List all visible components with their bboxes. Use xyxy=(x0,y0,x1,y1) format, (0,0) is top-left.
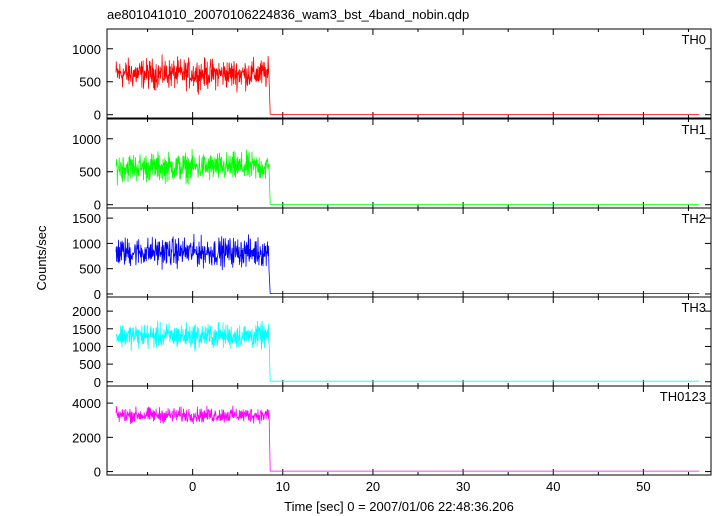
panel-label-th2: TH2 xyxy=(681,211,706,226)
x-tick-label: 0 xyxy=(189,479,196,494)
y-tick-label: 0 xyxy=(94,465,101,480)
y-tick-label: 2000 xyxy=(72,430,101,445)
y-tick-label: 0 xyxy=(94,287,101,302)
y-tick-label: 1000 xyxy=(72,339,101,354)
y-tick-label: 500 xyxy=(79,262,101,277)
panel-label-th1: TH1 xyxy=(681,122,706,137)
series-line-th3 xyxy=(115,320,700,382)
y-tick-label: 1000 xyxy=(72,236,101,251)
y-tick-label: 1500 xyxy=(72,211,101,226)
series-line-th0123 xyxy=(115,405,700,472)
x-tick-label: 50 xyxy=(636,479,650,494)
panel-label-th0: TH0 xyxy=(681,32,706,47)
y-tick-label: 500 xyxy=(79,75,101,90)
panel-frame-th0123 xyxy=(106,385,712,476)
x-tick-label: 10 xyxy=(276,479,290,494)
y-tick-label: 1000 xyxy=(72,132,101,147)
y-axis-label: Counts/sec xyxy=(34,225,49,291)
y-tick-label: 500 xyxy=(79,165,101,180)
x-axis-label: Time [sec] 0 = 2007/01/06 22:48:36.206 xyxy=(284,499,514,514)
series-line-th0 xyxy=(115,54,700,115)
panel-frame-th2 xyxy=(106,207,712,298)
x-tick-label: 40 xyxy=(546,479,560,494)
y-tick-label: 0 xyxy=(94,108,101,123)
y-tick-label: 2000 xyxy=(72,304,101,319)
panel-label-th3: TH3 xyxy=(681,300,706,315)
y-tick-label: 500 xyxy=(79,357,101,372)
x-tick-label: 30 xyxy=(456,479,470,494)
y-tick-label: 1500 xyxy=(72,322,101,337)
series-line-th1 xyxy=(115,148,700,205)
y-tick-label: 0 xyxy=(94,375,101,390)
chart-title: ae801041010_20070106224836_wam3_bst_4ban… xyxy=(107,7,469,22)
series-line-th2 xyxy=(115,233,700,294)
x-tick-label: 20 xyxy=(366,479,380,494)
panel-frame-th0 xyxy=(106,28,712,119)
y-tick-label: 4000 xyxy=(72,396,101,411)
panel-label-th0123: TH0123 xyxy=(660,389,706,404)
panel-frame-th3 xyxy=(106,296,712,387)
y-tick-label: 1000 xyxy=(72,42,101,57)
y-tick-label: 0 xyxy=(94,198,101,213)
panel-frame-th1 xyxy=(106,118,712,209)
